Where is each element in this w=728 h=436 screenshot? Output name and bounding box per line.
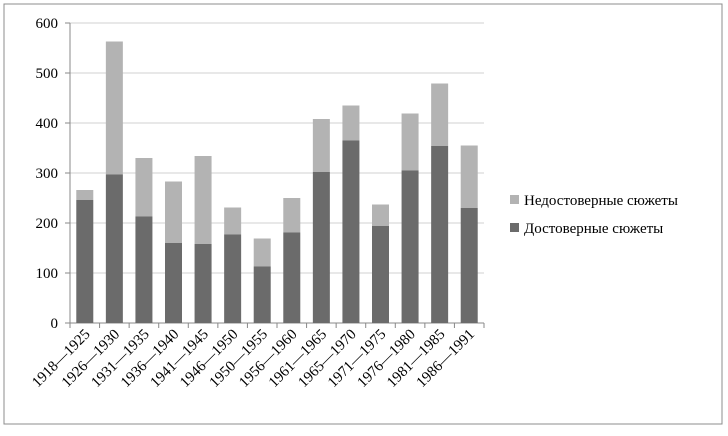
y-tick-label: 100 bbox=[36, 266, 59, 282]
bar-segment bbox=[135, 158, 153, 217]
y-tick-label: 500 bbox=[36, 66, 59, 82]
y-tick-label: 400 bbox=[36, 116, 59, 132]
bar-segment bbox=[194, 244, 212, 323]
bar-segment bbox=[342, 140, 360, 323]
bar-segment bbox=[460, 145, 478, 208]
bar-segment bbox=[460, 208, 478, 323]
bar-segment bbox=[105, 174, 123, 323]
bar-segment bbox=[253, 238, 271, 267]
bar-segment bbox=[135, 216, 153, 323]
bar-segment bbox=[76, 200, 94, 323]
bar-segment bbox=[76, 190, 94, 200]
bar-segment bbox=[401, 113, 419, 171]
legend-label: Достоверные сюжеты bbox=[524, 221, 663, 237]
bar-segment bbox=[283, 232, 301, 323]
bar-segment bbox=[224, 207, 242, 235]
bar-segment bbox=[312, 119, 330, 172]
bar-segment bbox=[372, 204, 389, 226]
legend-swatch bbox=[510, 223, 519, 232]
bar-segment bbox=[283, 198, 301, 233]
chart-frame bbox=[3, 3, 723, 425]
bar-segment bbox=[194, 156, 212, 244]
legend-swatch bbox=[510, 195, 519, 204]
bar-segment bbox=[372, 226, 389, 323]
bar-segment bbox=[431, 146, 449, 323]
bar-segment bbox=[165, 243, 182, 323]
bar-segment bbox=[224, 234, 242, 323]
y-tick-label: 600 bbox=[36, 16, 59, 32]
bar-segment bbox=[431, 83, 449, 146]
bar-segment bbox=[342, 105, 360, 141]
y-tick-label: 0 bbox=[51, 316, 59, 332]
bar-segment bbox=[165, 181, 182, 243]
bar-segment bbox=[401, 170, 419, 323]
y-tick-label: 300 bbox=[36, 166, 59, 182]
bar-segment bbox=[253, 266, 271, 323]
bar-segment bbox=[105, 41, 123, 175]
bar-segment bbox=[312, 172, 330, 323]
y-tick-label: 200 bbox=[36, 216, 59, 232]
legend-label: Недостоверные сюжеты bbox=[524, 193, 678, 209]
